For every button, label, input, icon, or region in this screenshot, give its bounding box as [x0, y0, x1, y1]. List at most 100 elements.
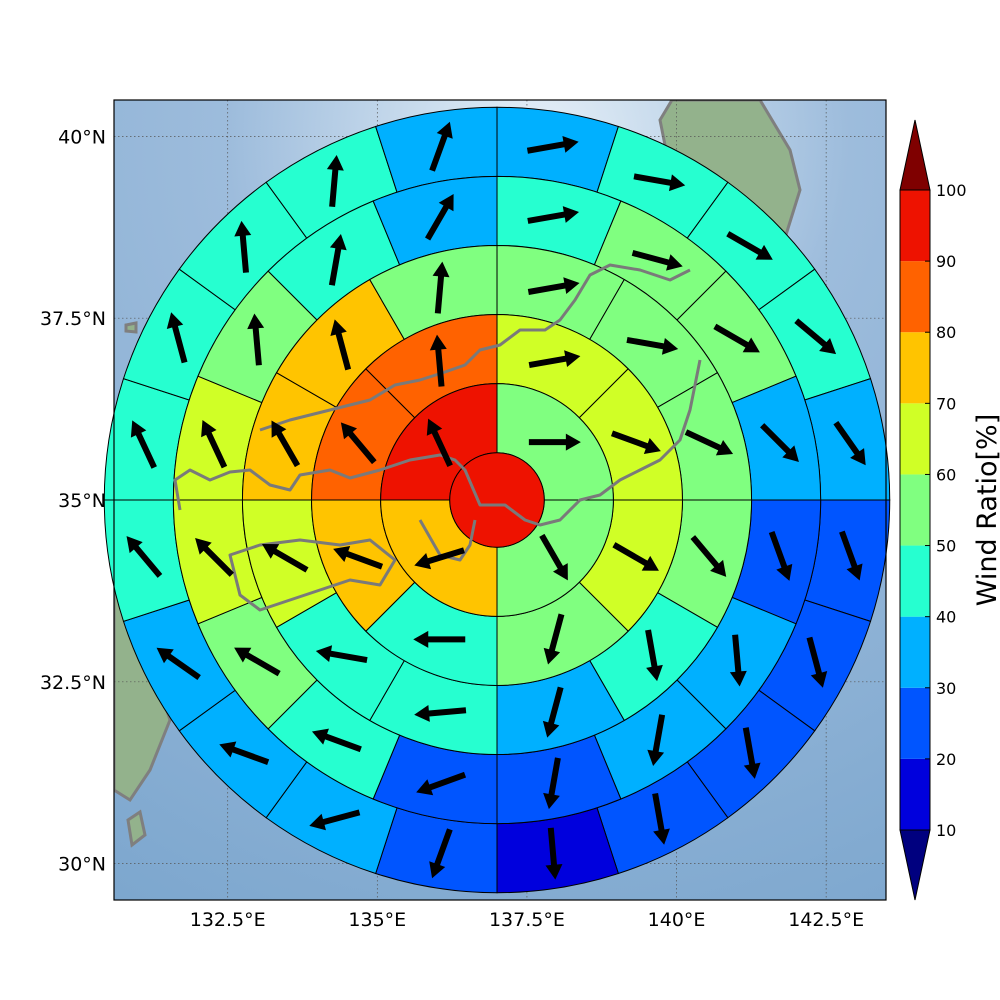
wind-arrow: [429, 121, 453, 172]
colorbar-tick-labels: 10 20 30 40 50 60 70 80 90 100: [925, 181, 967, 840]
x-tick-label: 137.5°E: [489, 909, 565, 931]
wind-arrow: [219, 741, 270, 765]
colorbar-tick-label: 30: [936, 679, 956, 698]
colorbar-tick-label: 20: [936, 750, 956, 769]
x-tick-label: 142.5°E: [788, 909, 864, 931]
wind-arrow: [713, 323, 760, 353]
map-frame: [113, 99, 887, 901]
coastline-japan-sea: [259, 263, 691, 432]
colorbar-tick-label: 60: [936, 465, 956, 484]
wind-arrow: [760, 423, 799, 462]
wind-arrow: [545, 827, 563, 880]
wind-arrow: [432, 261, 450, 314]
wind-arrow: [429, 828, 453, 879]
coastline-overlay: [173, 263, 702, 612]
wind-arrow: [542, 686, 564, 738]
y-tick-label: 35°N: [58, 490, 106, 512]
wind-arrow: [429, 334, 447, 387]
colorbar-band: [900, 403, 930, 475]
wind-arrow: [684, 429, 734, 456]
wind-arrow: [768, 530, 793, 581]
map-panel: 132.5°E 135°E 137.5°E 140°E 142.5°E 30°N 32.5…: [40, 99, 891, 931]
wind-arrow: [527, 277, 580, 295]
colorbar-tick-label: 70: [936, 394, 956, 413]
wind-arrow: [528, 433, 581, 451]
wind-arrow: [626, 336, 679, 355]
y-tick-label: 40°N: [58, 126, 106, 148]
wind-arrow: [195, 538, 234, 577]
wind-arrow: [126, 536, 163, 578]
colorbar-tick-label: 90: [936, 252, 956, 271]
colorbar-band: [900, 758, 930, 830]
wind-arrow: [726, 231, 773, 260]
wind-arrow: [645, 629, 663, 682]
wind-arrow: [416, 771, 467, 796]
wind-arrow: [156, 647, 201, 680]
wind-arrow: [234, 647, 281, 677]
colorbar-band: [900, 545, 930, 617]
wind-arrow: [271, 420, 301, 468]
x-tick-label: 132.5°E: [190, 909, 266, 931]
wind-arrow: [543, 613, 565, 665]
x-tick-labels: 132.5°E 135°E 137.5°E 140°E 142.5°E: [190, 909, 864, 931]
wind-arrow: [247, 313, 265, 366]
wind-arrow: [527, 206, 580, 224]
y-tick-label: 30°N: [58, 854, 106, 876]
wind-arrow: [201, 420, 228, 469]
coastline-honshu: [173, 359, 702, 527]
y-tick-label: 32.5°N: [40, 672, 106, 694]
wind-arrow: [261, 543, 309, 573]
wind-arrow: [326, 154, 344, 208]
colorbar-tick-label: 40: [936, 608, 956, 627]
coastline-shikoku: [228, 538, 397, 612]
wind-arrow: [315, 645, 368, 664]
wind-arrow: [340, 422, 377, 465]
colorbar-band: [900, 190, 930, 262]
wind-arrow: [528, 350, 581, 369]
colorbar-band: [900, 332, 930, 404]
wind-arrow: [330, 319, 352, 371]
wind-arrow: [234, 220, 252, 273]
wind-arrow: [612, 542, 659, 571]
wind-arrow: [839, 530, 863, 581]
wind-arrow: [729, 634, 747, 687]
wind-arrow: [333, 546, 384, 570]
colorbar-band: [900, 687, 930, 759]
colorbar-label: Wind Ratio[%]: [972, 414, 1000, 606]
land-small-island: [124, 321, 138, 334]
colorbar-band: [900, 616, 930, 688]
colorbar-under-triangle: [899, 829, 931, 901]
wind-arrow: [631, 250, 683, 271]
wind-arrow: [647, 714, 666, 766]
colorbar-over-triangle: [899, 119, 931, 191]
wind-arrow: [742, 727, 761, 779]
colorbar: 10 20 30 40 50 60 70 80 90 100 Wind Ratio[%]: [899, 119, 1000, 901]
wind-arrow: [130, 420, 157, 469]
wind-arrow: [690, 535, 727, 577]
colorbar-tick-label: 80: [936, 323, 956, 342]
wind-arrow: [652, 793, 670, 845]
wind-arrow: [633, 173, 686, 192]
coastline-kii: [418, 519, 477, 562]
wind-arrow: [543, 757, 561, 810]
wind-arrow: [413, 630, 466, 648]
wind-arrow: [311, 728, 362, 753]
wind-arrow: [425, 193, 454, 241]
arrow-layer: [126, 121, 866, 880]
wind-arrow: [806, 636, 828, 688]
wind-arrow: [309, 809, 361, 831]
wind-arrow: [833, 420, 866, 466]
wind-arrow: [328, 234, 347, 286]
wind-arrow: [414, 547, 465, 570]
x-tick-label: 140°E: [648, 909, 706, 931]
colorbar-tick-label: 100: [936, 181, 967, 200]
x-tick-label: 135°E: [348, 909, 406, 931]
wind-arrow: [166, 312, 188, 364]
wind-arrow: [794, 318, 837, 355]
wind-arrow: [526, 135, 579, 154]
colorbar-tick-label: 10: [936, 821, 956, 840]
sector-layer: [103, 106, 891, 894]
wind-arrow: [414, 704, 467, 722]
colorbar-tick-label: 50: [936, 537, 956, 556]
